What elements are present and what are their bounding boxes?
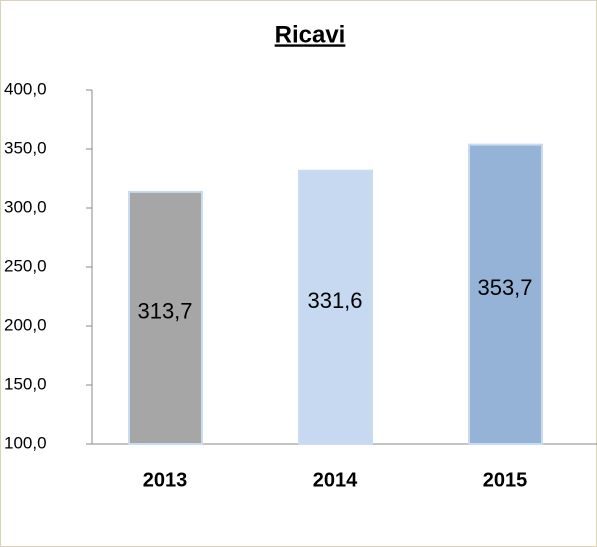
x-tick-label: 2013 [143,469,188,491]
y-tick-label: 300,0 [4,197,47,216]
y-tick-label: 200,0 [4,315,47,334]
data-label: 313,7 [137,299,192,324]
data-label: 331,6 [307,288,362,313]
data-label: 353,7 [477,275,532,300]
x-tick-label: 2014 [313,469,358,491]
bar [128,190,203,445]
y-tick-label: 350,0 [4,138,47,157]
chart-title: Ricavi [275,21,346,48]
y-tick-label: 250,0 [4,256,47,275]
y-tick-label: 150,0 [4,374,47,393]
bar [468,143,543,445]
x-tick-label: 2015 [483,469,528,491]
bar [298,169,373,445]
y-tick-label: 100,0 [4,433,47,452]
y-tick-label: 400,0 [4,79,47,98]
